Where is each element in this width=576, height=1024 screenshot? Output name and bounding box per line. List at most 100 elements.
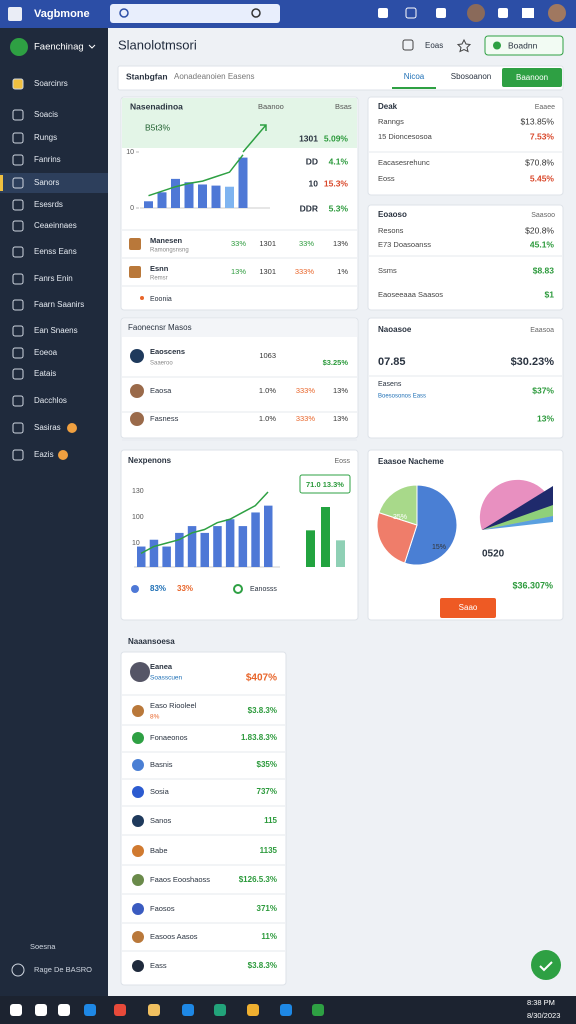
icon-button[interactable] bbox=[436, 8, 446, 18]
account-name[interactable]: Faenchinag bbox=[34, 42, 84, 53]
taskbar-icon[interactable] bbox=[182, 1004, 194, 1016]
card bbox=[367, 96, 564, 196]
row-name: Faosos bbox=[150, 904, 175, 913]
star[interactable] bbox=[456, 38, 472, 53]
row-cell: 1063 bbox=[259, 351, 276, 360]
taskbar-icon[interactable] bbox=[84, 1004, 96, 1016]
icon-button[interactable] bbox=[402, 39, 414, 51]
brand: Vagbmone bbox=[34, 8, 90, 20]
row-sub: 8% bbox=[150, 714, 160, 721]
taskbar-icon[interactable] bbox=[114, 1004, 126, 1016]
bar bbox=[184, 182, 194, 208]
metric-label: DD bbox=[306, 156, 318, 166]
tabs-button[interactable] bbox=[502, 68, 562, 87]
row-avatar bbox=[130, 662, 150, 682]
taskbar-icon[interactable] bbox=[312, 1004, 324, 1016]
row-label: Eaoseeaaa Saasos bbox=[378, 290, 443, 299]
row-name: Easo Riooleel bbox=[150, 701, 197, 710]
header-link[interactable]: Eoas bbox=[425, 41, 443, 50]
arrow bbox=[242, 124, 267, 153]
nav-item[interactable]: Ean Snaens bbox=[34, 326, 78, 335]
row-value: 115 bbox=[264, 816, 277, 825]
row-cell: 333% bbox=[296, 414, 316, 423]
row-avatar bbox=[132, 845, 144, 857]
row-cell: 1% bbox=[337, 267, 348, 276]
big-number: 07.85 bbox=[378, 356, 406, 368]
big-number: $30.23% bbox=[511, 356, 555, 368]
card bbox=[120, 317, 359, 439]
nav-item[interactable]: Fanrins bbox=[34, 155, 61, 164]
legend-label: Eanosss bbox=[250, 586, 277, 593]
tab[interactable]: Nicoa bbox=[404, 72, 425, 81]
nav-item[interactable]: Sasiras bbox=[34, 423, 61, 432]
axis-label: 100 bbox=[132, 514, 144, 521]
tabs-title: Stanbgfan bbox=[126, 71, 168, 81]
nav-item[interactable]: Sanors bbox=[34, 178, 59, 187]
card-link[interactable]: Eaasoa bbox=[530, 327, 554, 334]
sidebar-footer[interactable]: Rage De BASRO bbox=[34, 965, 92, 974]
value: $36.307% bbox=[512, 580, 553, 590]
row-label: Eoss bbox=[378, 174, 395, 183]
nav-item[interactable]: Eatais bbox=[34, 369, 56, 378]
card-title: Nexpenons bbox=[128, 456, 172, 465]
card bbox=[120, 651, 287, 986]
metric-label: 1301 bbox=[299, 133, 318, 143]
row-name: Eass bbox=[150, 961, 167, 970]
nav-item[interactable]: Dacchlos bbox=[34, 396, 67, 405]
badge bbox=[299, 474, 351, 494]
taskbar-icon[interactable] bbox=[148, 1004, 160, 1016]
row-name: Basnis bbox=[150, 760, 173, 769]
bar bbox=[171, 178, 180, 208]
side-bar bbox=[321, 507, 330, 567]
search-box[interactable] bbox=[110, 4, 280, 23]
card-link[interactable]: Saasoo bbox=[531, 212, 555, 219]
avatar[interactable] bbox=[548, 4, 566, 22]
nav-icon bbox=[12, 220, 24, 232]
row-cell: 1.0% bbox=[259, 386, 276, 395]
row-value: 7.53% bbox=[530, 131, 555, 141]
nav-item[interactable]: Eazis bbox=[34, 450, 54, 459]
icon-button[interactable] bbox=[498, 8, 508, 18]
fab[interactable] bbox=[531, 950, 561, 980]
taskbar-icon[interactable] bbox=[280, 1004, 292, 1016]
taskbar-icon[interactable] bbox=[58, 1004, 70, 1016]
card-link[interactable]: Eaaee bbox=[535, 104, 555, 111]
nav-item[interactable]: Rungs bbox=[34, 133, 57, 142]
nav-item[interactable]: Faarn Saanirs bbox=[34, 300, 84, 309]
card-link[interactable]: Baanoo bbox=[258, 102, 284, 111]
nav-item[interactable]: Eenss Eans bbox=[34, 247, 77, 256]
card-link[interactable]: Eoss bbox=[334, 458, 350, 465]
icon-button[interactable] bbox=[378, 8, 388, 18]
nav-item[interactable]: Eoeoa bbox=[34, 348, 58, 357]
sidebar-footer[interactable]: Soesna bbox=[30, 942, 56, 951]
nav-icon bbox=[12, 109, 24, 121]
nav-item[interactable]: Esesrds bbox=[34, 200, 63, 209]
row-name: Sanos bbox=[150, 816, 172, 825]
metric-label: DDR bbox=[300, 203, 318, 213]
taskbar-icon[interactable] bbox=[214, 1004, 226, 1016]
taskbar-icon[interactable] bbox=[35, 1004, 47, 1016]
header-button[interactable] bbox=[484, 35, 564, 56]
avatar[interactable] bbox=[467, 4, 485, 22]
bar bbox=[238, 157, 248, 208]
icon-button[interactable] bbox=[405, 7, 417, 19]
nav-item[interactable]: Fanrs Enin bbox=[34, 274, 73, 283]
bar bbox=[251, 512, 260, 567]
card-link[interactable]: Bsas bbox=[335, 102, 352, 111]
icon-button[interactable] bbox=[522, 8, 534, 18]
taskbar-icon[interactable] bbox=[10, 1004, 22, 1016]
taskbar-icon[interactable] bbox=[247, 1004, 259, 1016]
nav-item[interactable]: Soacis bbox=[34, 110, 58, 119]
nav-item[interactable]: Soarcinrs bbox=[34, 79, 68, 88]
row-cell: 1.0% bbox=[259, 414, 276, 423]
row-name: Sosia bbox=[150, 787, 170, 796]
decoration-shape bbox=[482, 505, 553, 530]
row-name: Easoos Aasos bbox=[150, 932, 198, 941]
action-button[interactable] bbox=[440, 598, 496, 618]
bar bbox=[225, 186, 234, 208]
nav-icon bbox=[12, 78, 24, 90]
nav-item[interactable]: Ceaeinnaes bbox=[34, 221, 77, 230]
search-option[interactable] bbox=[251, 8, 261, 18]
card bbox=[367, 204, 564, 311]
tab[interactable]: Sbosoanon bbox=[451, 72, 491, 81]
